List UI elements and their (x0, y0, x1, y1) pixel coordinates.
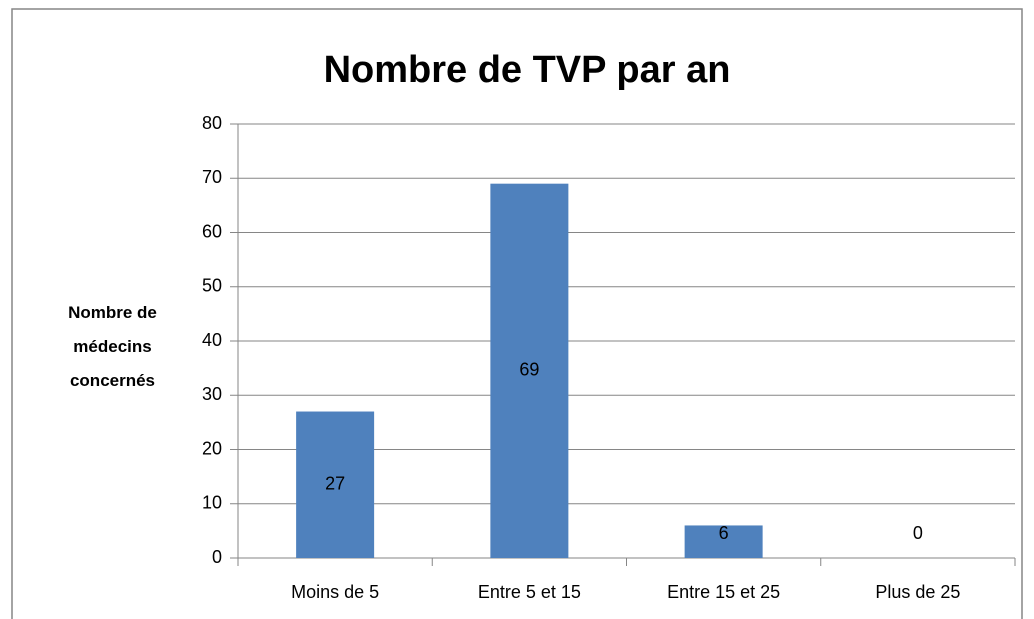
y-tick-label: 60 (202, 221, 222, 241)
x-tick-label: Moins de 5 (291, 582, 379, 602)
data-label: 0 (913, 523, 923, 543)
bar (684, 525, 763, 558)
y-tick-label: 80 (202, 113, 222, 133)
x-tick-label: Entre 5 et 15 (478, 582, 581, 602)
y-tick-label: 0 (212, 547, 222, 567)
y-tick-label: 20 (202, 438, 222, 458)
data-label: 27 (325, 474, 345, 494)
data-label: 6 (719, 523, 729, 543)
chart-title: Nombre de TVP par an (324, 49, 731, 91)
y-tick-label: 50 (202, 276, 222, 296)
bar (296, 411, 375, 558)
x-tick-label: Entre 15 et 25 (667, 582, 780, 602)
y-axis-label: Nombre de médecins concernés (68, 303, 157, 390)
y-tick-label: 10 (202, 493, 222, 513)
y-tick-label: 70 (202, 167, 222, 187)
data-label: 69 (519, 360, 539, 380)
chart-border (11, 8, 1023, 619)
y-tick-label: 30 (202, 384, 222, 404)
bar (490, 183, 569, 559)
x-tick-label: Plus de 25 (875, 582, 960, 602)
y-tick-label: 40 (202, 330, 222, 350)
